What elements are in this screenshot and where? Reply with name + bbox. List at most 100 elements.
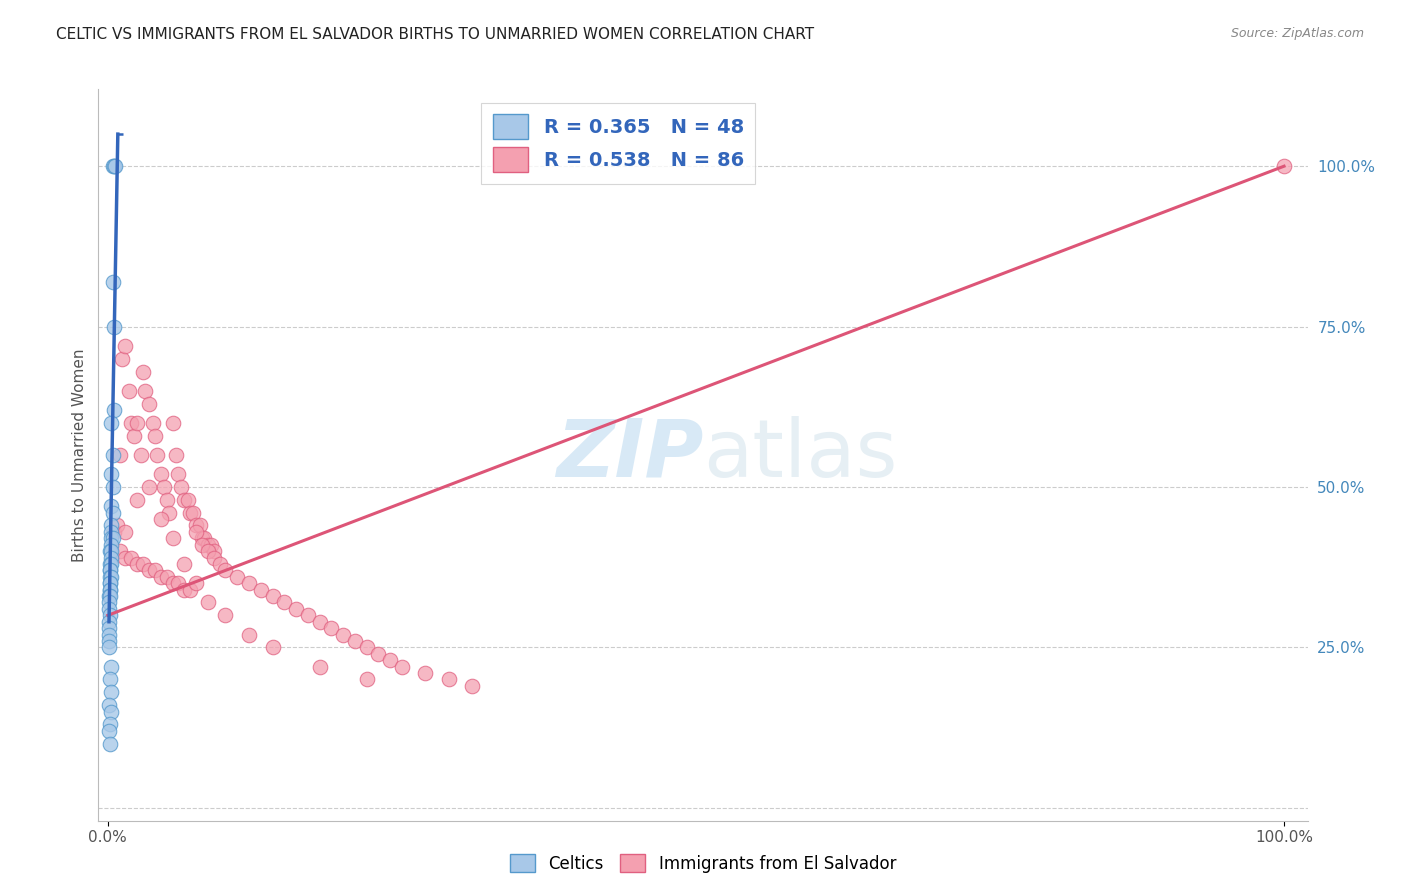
Point <box>100 467 122 482</box>
Point <box>98 557 121 571</box>
Point <box>105 518 128 533</box>
Point <box>104 159 127 173</box>
Point <box>321 621 343 635</box>
Point <box>132 557 155 571</box>
Point <box>98 673 121 687</box>
Point <box>100 500 122 514</box>
Point <box>157 506 180 520</box>
Point <box>356 673 378 687</box>
Point <box>138 563 160 577</box>
Point <box>156 570 179 584</box>
Point <box>173 492 195 507</box>
Point <box>184 518 207 533</box>
Point <box>101 448 124 462</box>
Point <box>120 550 142 565</box>
Point <box>100 532 122 546</box>
Point <box>100 659 122 673</box>
Point <box>100 544 122 558</box>
Point <box>177 492 200 507</box>
Point <box>143 428 166 442</box>
Point <box>101 480 124 494</box>
Point <box>226 570 249 584</box>
Point <box>1272 159 1295 173</box>
Point <box>193 532 215 546</box>
Point <box>249 582 271 597</box>
Point <box>127 492 149 507</box>
Point <box>191 532 214 546</box>
Point <box>184 524 207 539</box>
Point <box>120 416 142 430</box>
Point <box>98 563 121 577</box>
Point <box>153 480 176 494</box>
Point <box>98 589 121 603</box>
Point <box>214 563 236 577</box>
Point <box>98 563 121 577</box>
Point <box>101 532 124 546</box>
Point <box>167 467 190 482</box>
Point <box>149 512 172 526</box>
Point <box>100 557 122 571</box>
Point <box>100 685 122 699</box>
Point <box>114 339 136 353</box>
Point <box>101 275 124 289</box>
Point <box>98 640 121 655</box>
Point <box>98 608 121 623</box>
Point <box>146 448 169 462</box>
Point <box>162 576 184 591</box>
Point <box>114 550 136 565</box>
Point <box>378 653 401 667</box>
Text: ZIP: ZIP <box>555 416 703 494</box>
Point <box>98 627 121 641</box>
Point <box>202 544 225 558</box>
Point <box>98 544 121 558</box>
Legend: R = 0.365   N = 48, R = 0.538   N = 86: R = 0.365 N = 48, R = 0.538 N = 86 <box>481 103 755 184</box>
Point <box>111 351 134 366</box>
Point <box>273 595 295 609</box>
Point <box>98 717 121 731</box>
Point <box>103 319 125 334</box>
Point <box>162 532 184 546</box>
Point <box>391 659 413 673</box>
Point <box>98 576 121 591</box>
Point <box>100 518 122 533</box>
Point <box>100 550 122 565</box>
Point <box>129 448 152 462</box>
Point <box>98 570 121 584</box>
Point <box>141 416 163 430</box>
Point <box>100 570 122 584</box>
Point <box>173 557 195 571</box>
Legend: Celtics, Immigrants from El Salvador: Celtics, Immigrants from El Salvador <box>503 847 903 880</box>
Point <box>208 557 231 571</box>
Point <box>98 576 121 591</box>
Point <box>108 544 131 558</box>
Text: Source: ZipAtlas.com: Source: ZipAtlas.com <box>1230 27 1364 40</box>
Point <box>100 524 122 539</box>
Point <box>103 524 125 539</box>
Point <box>156 492 179 507</box>
Point <box>100 416 122 430</box>
Point <box>101 159 124 173</box>
Point <box>122 428 145 442</box>
Point <box>343 634 366 648</box>
Point <box>197 538 219 552</box>
Point <box>367 647 389 661</box>
Point <box>114 524 136 539</box>
Point <box>181 506 204 520</box>
Point <box>191 538 214 552</box>
Point <box>188 518 211 533</box>
Text: atlas: atlas <box>703 416 897 494</box>
Point <box>127 557 149 571</box>
Point <box>214 608 236 623</box>
Point <box>108 448 131 462</box>
Point <box>197 595 219 609</box>
Point <box>167 576 190 591</box>
Point <box>170 480 193 494</box>
Point <box>285 602 308 616</box>
Point <box>179 506 201 520</box>
Y-axis label: Births to Unmarried Women: Births to Unmarried Women <box>72 348 87 562</box>
Point <box>132 364 155 378</box>
Point <box>143 563 166 577</box>
Point <box>98 698 121 713</box>
Point <box>308 615 330 629</box>
Point <box>332 627 354 641</box>
